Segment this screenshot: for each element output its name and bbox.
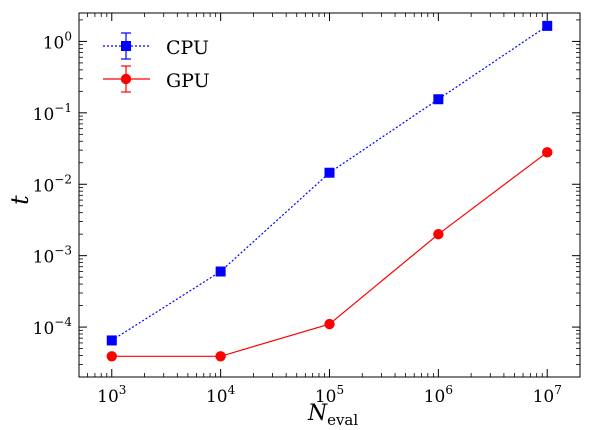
cpu-point <box>324 167 335 178</box>
cpu-series-line <box>111 25 548 341</box>
legend-gpu-label: GPU <box>166 70 210 92</box>
x-tick-label: 103 <box>97 383 126 407</box>
legend-cpu-label: CPU <box>166 37 209 59</box>
y-tick-label: 100 <box>43 29 72 53</box>
gpu-point <box>324 318 335 330</box>
gpu-point <box>433 228 444 240</box>
plot-frame <box>78 12 581 378</box>
x-tick-label: 105 <box>315 383 344 407</box>
legend-gpu-marker <box>120 73 132 85</box>
cpu-point <box>106 335 117 346</box>
y-tick-label: 10−1 <box>33 101 72 125</box>
gpu-point <box>215 351 226 362</box>
x-tick-label: 104 <box>206 383 236 407</box>
y-tick-label: 10−2 <box>33 172 72 196</box>
major-ticks <box>79 13 580 377</box>
legend-entry-gpu: GPU <box>103 65 210 93</box>
series-markers <box>106 20 553 362</box>
legend-cpu-marker <box>121 41 131 51</box>
x-tick-label: 107 <box>533 383 562 407</box>
x-axis-label: Neval <box>307 401 359 429</box>
x-tick-label: 106 <box>424 383 453 407</box>
cpu-point <box>542 20 553 31</box>
cpu-point <box>215 266 226 277</box>
legend-entry-cpu: CPU <box>103 32 209 60</box>
y-tick-label: 10−3 <box>33 244 72 268</box>
legend: CPU GPU <box>103 32 210 93</box>
gpu-point <box>106 351 117 362</box>
y-tick-label: 10−4 <box>33 315 73 339</box>
y-tick-labels: 10−4 10−3 10−2 10−1 100 <box>33 29 73 339</box>
gpu-point <box>542 147 553 158</box>
x-tick-labels: 103 104 105 106 107 <box>97 383 562 407</box>
x-axis-label-subscript: eval <box>327 411 358 429</box>
cpu-point <box>433 94 444 105</box>
y-axis-label: t <box>6 195 34 205</box>
